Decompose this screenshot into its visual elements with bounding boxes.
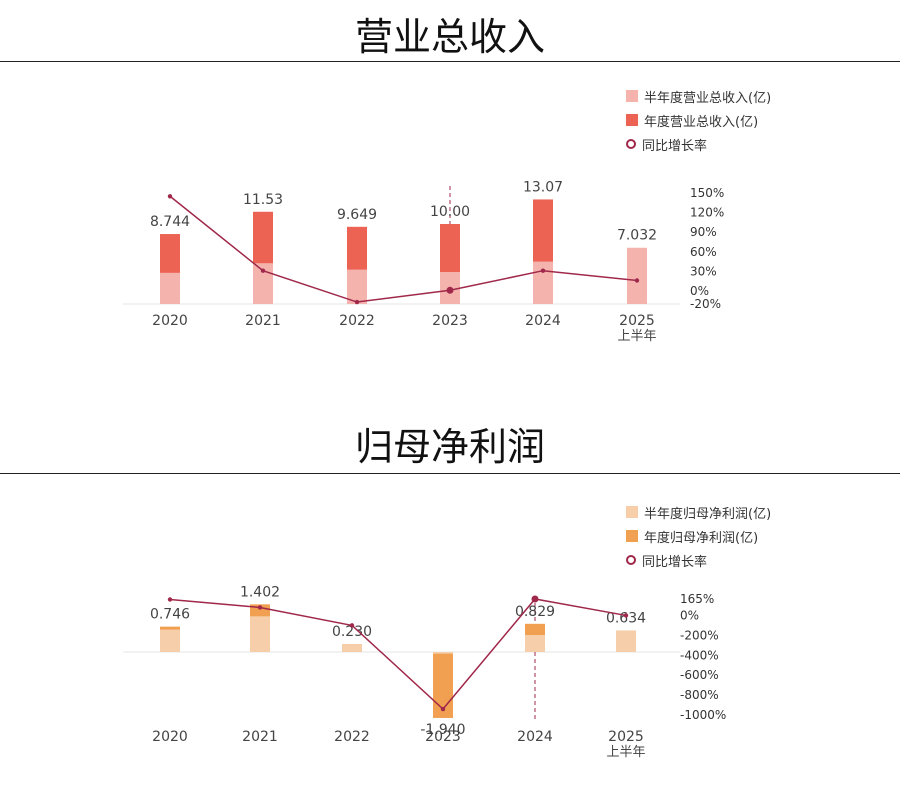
bar-half-2023: [433, 652, 453, 654]
x-tick-sublabel-2025: 上半年: [606, 745, 645, 760]
right-axis-tick-label: -400%: [680, 648, 719, 662]
legend-swatch: [626, 90, 638, 102]
right-axis-tick-label: 165%: [680, 592, 714, 606]
x-tick-label-2025: 2025: [619, 313, 655, 329]
chart-title-net-profit: 归母净利润: [354, 425, 545, 469]
growth-rate-point-2024: [531, 595, 539, 603]
growth-rate-point-2021: [260, 268, 266, 273]
data-label-2024: 13.07: [523, 179, 563, 195]
legend-circle-icon: [626, 555, 636, 565]
growth-rate-point-2025: [623, 613, 629, 618]
legend-item-growth-rate[interactable]: 同比增长率: [626, 132, 771, 156]
x-tick-label-2023: 2023: [432, 313, 468, 329]
data-label-2023: 10.00: [430, 204, 470, 220]
right-axis-tick-label: 90%: [690, 225, 717, 239]
x-tick-label-2024: 2024: [517, 729, 553, 745]
bar-half-2025: [616, 630, 636, 652]
right-axis-tick-label: 60%: [690, 245, 717, 259]
bar-half-2022: [342, 644, 362, 652]
x-tick-label-2023: 2023: [425, 729, 461, 745]
legend-net-profit: 半年度归母净利润(亿) 年度归母净利润(亿) 同比增长率: [626, 500, 771, 572]
growth-rate-point-2023: [446, 286, 454, 294]
data-label-2022: 0.230: [332, 624, 372, 640]
growth-rate-point-2025: [634, 278, 640, 283]
growth-rate-point-2020: [167, 597, 173, 602]
data-label-2020: 0.746: [150, 607, 190, 623]
growth-rate-point-2020: [167, 194, 173, 199]
bar-half-2021: [253, 263, 273, 304]
legend-swatch: [626, 114, 638, 126]
bar-half-2024: [533, 261, 553, 304]
legend-label: 半年度归母净利润(亿): [644, 506, 772, 522]
bar-half-2022: [347, 269, 367, 304]
growth-rate-line: [169, 195, 638, 303]
legend-revenue: 半年度营业总收入(亿) 年度营业总收入(亿) 同比增长率: [626, 84, 771, 156]
legend-swatch: [626, 506, 638, 518]
x-tick-label-2024: 2024: [525, 313, 561, 329]
data-label-2025: 7.032: [617, 228, 657, 244]
legend-item-annual-revenue[interactable]: 年度营业总收入(亿): [626, 108, 771, 132]
x-tick-sublabel-2025: 上半年: [617, 329, 656, 344]
data-label-2021: 11.53: [243, 192, 283, 208]
data-label-2020: 8.744: [150, 214, 190, 230]
data-label-2021: 1.402: [240, 584, 280, 600]
right-axis-tick-label: -800%: [680, 688, 719, 702]
right-axis-tick-label: -20%: [690, 297, 721, 311]
growth-rate-point-2024: [540, 268, 546, 273]
x-tick-label-2025: 2025: [608, 729, 644, 745]
right-axis-tick-label: -600%: [680, 668, 719, 682]
x-tick-label-2022: 2022: [334, 729, 370, 745]
growth-rate-point-2023: [440, 706, 446, 712]
legend-label: 年度归母净利润(亿): [644, 530, 759, 546]
right-axis-tick-label: 150%: [690, 186, 724, 200]
x-tick-label-2020: 2020: [152, 313, 188, 329]
growth-rate-point-2021: [257, 605, 263, 610]
growth-rate-point-2022: [354, 299, 360, 305]
growth-rate-point-2022: [349, 623, 355, 628]
right-axis-tick-label: -1000%: [680, 708, 726, 722]
legend-label: 半年度营业总收入(亿): [644, 90, 772, 106]
right-axis-tick-label: 30%: [690, 264, 717, 278]
data-label-2023: -1.940: [420, 722, 465, 738]
x-tick-label-2022: 2022: [339, 313, 375, 329]
legend-item-growth-rate[interactable]: 同比增长率: [626, 548, 771, 572]
legend-item-half-profit[interactable]: 半年度归母净利润(亿): [626, 500, 771, 524]
bar-half-2020: [160, 629, 180, 652]
bar-half-2021: [250, 616, 270, 652]
bar-annual-2023: [433, 652, 453, 718]
chart-title-revenue: 营业总收入: [354, 15, 545, 59]
title-divider-net-profit: [0, 473, 900, 474]
legend-label: 同比增长率: [642, 138, 708, 154]
legend-circle-icon: [626, 139, 636, 149]
legend-item-annual-profit[interactable]: 年度归母净利润(亿): [626, 524, 771, 548]
right-axis-tick-label: 0%: [690, 284, 709, 298]
legend-label: 同比增长率: [642, 554, 708, 570]
right-axis-tick-label: -200%: [680, 628, 719, 642]
legend-item-half-revenue[interactable]: 半年度营业总收入(亿): [626, 84, 771, 108]
legend-label: 年度营业总收入(亿): [644, 114, 759, 130]
x-tick-label-2021: 2021: [242, 729, 278, 745]
legend-swatch: [626, 530, 638, 542]
right-axis-tick-label: 0%: [680, 608, 699, 622]
bar-half-2024: [525, 635, 545, 652]
growth-rate-line: [169, 598, 627, 711]
x-tick-label-2020: 2020: [152, 729, 188, 745]
right-axis-tick-label: 120%: [690, 206, 724, 220]
data-label-2022: 9.649: [337, 207, 377, 223]
data-label-2024: 0.829: [515, 604, 555, 620]
bar-half-2020: [160, 272, 180, 304]
revenue-chart: 8.744 2020 11.53 2021 9.649 2022 10.00 2023 13.0…: [123, 179, 724, 344]
bar-half-2025: [627, 247, 647, 304]
x-tick-label-2021: 2021: [245, 313, 281, 329]
title-divider-revenue: [0, 61, 900, 62]
data-label-2025: 0.634: [606, 610, 646, 626]
